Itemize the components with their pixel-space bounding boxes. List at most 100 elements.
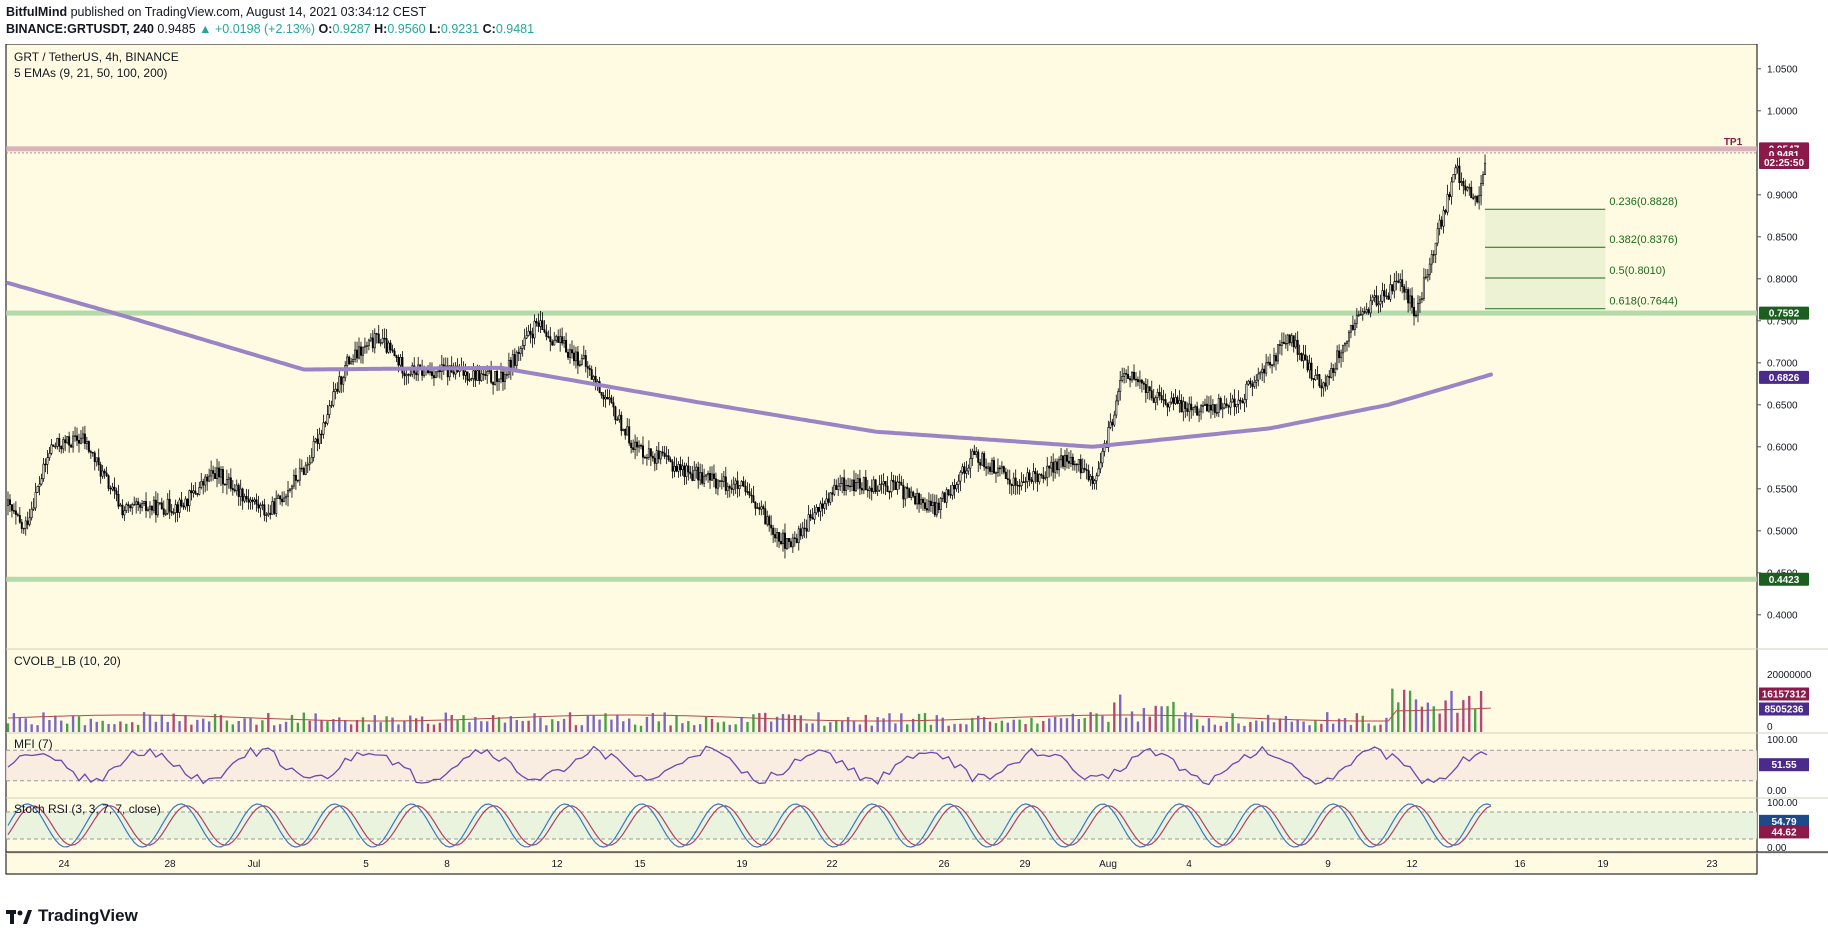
volume-bar xyxy=(1071,713,1075,732)
volume-bar xyxy=(1231,713,1234,732)
symbol-label: BINANCE:GRTUSDT, 240 xyxy=(6,22,154,36)
candle-body xyxy=(387,342,390,353)
candle-body xyxy=(52,444,55,447)
volume-bar xyxy=(852,721,856,732)
candle-body xyxy=(1344,343,1347,346)
volume-bar xyxy=(1473,709,1477,732)
volume-bar xyxy=(616,715,619,732)
volume-bar xyxy=(196,719,199,732)
candle-body xyxy=(1365,309,1368,313)
volume-bar xyxy=(314,713,317,732)
volume-bar xyxy=(846,717,850,732)
candle-body xyxy=(937,502,940,511)
volume-bar xyxy=(332,719,335,732)
candle-body xyxy=(135,501,138,505)
volume-pane-label: CVOLB_LB (10, 20) xyxy=(14,654,121,668)
candle-body xyxy=(1440,219,1443,227)
candle-body xyxy=(1470,186,1473,199)
candle-body xyxy=(929,500,932,506)
candle-body xyxy=(1000,466,1003,469)
candle-body xyxy=(1355,314,1358,324)
candle-body xyxy=(947,489,950,495)
candle-body xyxy=(76,435,79,441)
candle-body xyxy=(342,377,345,385)
candle-body xyxy=(602,394,605,400)
volume-bar xyxy=(468,722,471,732)
candle-body xyxy=(1156,392,1159,398)
candle-body xyxy=(638,445,641,448)
volume-bar xyxy=(1160,706,1163,732)
candle-body xyxy=(987,466,990,469)
candle-body xyxy=(1302,354,1305,361)
candle-body xyxy=(1162,399,1165,401)
candle-body xyxy=(1259,372,1262,375)
candle-body xyxy=(1008,479,1011,485)
candle-body xyxy=(586,366,589,369)
candle-body xyxy=(263,504,266,516)
volume-bar xyxy=(1178,718,1181,732)
candle-body xyxy=(600,392,603,396)
candle-body xyxy=(1371,296,1374,302)
stoch-tag xyxy=(1759,825,1809,839)
candle-body xyxy=(1083,467,1086,470)
candle-body xyxy=(1148,386,1151,392)
open-label: O: xyxy=(318,22,333,36)
candle-body xyxy=(42,463,45,479)
candle-body xyxy=(143,501,146,504)
candle-body xyxy=(1389,284,1392,300)
candle-body xyxy=(576,351,579,366)
chart-area[interactable]: 1.0500 1.0000 0.9000 0.8500 0.8000 0.7500 0.70… xyxy=(0,44,1828,904)
candle-body xyxy=(649,448,652,457)
volume-bar xyxy=(687,721,690,732)
candle-body xyxy=(967,467,970,472)
candle-body xyxy=(975,451,978,455)
candle-body xyxy=(521,345,524,349)
candle-body xyxy=(945,489,948,503)
candle-body xyxy=(111,486,114,490)
stoch-tag-text: 44.62 xyxy=(1771,827,1796,838)
ema200-line xyxy=(6,281,1493,449)
candle-body xyxy=(1207,404,1210,412)
candle-body xyxy=(590,369,593,380)
volume-bar xyxy=(1373,725,1376,732)
candle-body xyxy=(1308,362,1311,371)
volume-bar xyxy=(278,724,282,732)
volume-bar xyxy=(1077,719,1080,732)
candle-body xyxy=(918,493,921,505)
volume-bar xyxy=(1012,719,1015,732)
volume-bar xyxy=(148,715,152,732)
volume-bar xyxy=(1130,711,1134,732)
volume-bar xyxy=(225,720,229,732)
volume-bar xyxy=(1089,712,1092,732)
candle-body xyxy=(28,517,31,525)
candle-body xyxy=(221,469,224,485)
author-name[interactable]: BitfulMind xyxy=(6,5,68,19)
candle-body xyxy=(1186,408,1189,412)
candle-body xyxy=(1192,407,1195,411)
candle-body xyxy=(541,320,544,330)
volume-tag-text: 8505236 xyxy=(1765,705,1804,716)
candle-body xyxy=(292,474,295,487)
candle-body xyxy=(1107,427,1110,448)
candle-body xyxy=(482,373,485,375)
candle-body xyxy=(147,508,150,511)
candle-body xyxy=(799,528,802,537)
volume-bar xyxy=(1456,712,1459,732)
candle-body xyxy=(778,531,781,542)
candle-body xyxy=(1174,397,1177,404)
volume-bar xyxy=(1124,717,1128,732)
candle-body xyxy=(1316,374,1319,376)
candle-body xyxy=(1438,219,1441,229)
candle-body xyxy=(951,484,954,496)
volume-bar xyxy=(202,718,205,732)
volume-bar xyxy=(1290,721,1293,732)
volume-bar xyxy=(255,724,258,732)
candle-body xyxy=(101,470,104,477)
candle-body xyxy=(1353,322,1356,330)
candle-body xyxy=(626,426,629,436)
candle-body xyxy=(1188,403,1191,412)
candle-body xyxy=(277,495,280,499)
volume-bar xyxy=(1249,721,1252,732)
candle-body xyxy=(1213,404,1216,413)
candle-body xyxy=(1030,479,1033,482)
